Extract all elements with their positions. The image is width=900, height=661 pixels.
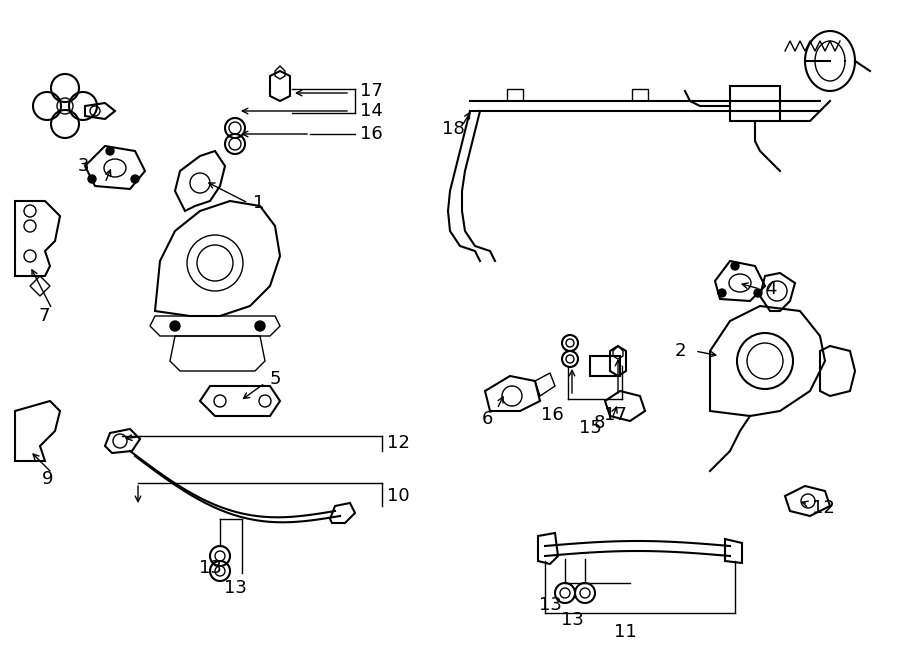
Text: 12: 12 [812, 499, 835, 517]
Text: 17: 17 [360, 82, 382, 100]
Text: 11: 11 [614, 623, 636, 641]
Circle shape [170, 321, 180, 331]
Circle shape [718, 289, 726, 297]
Circle shape [131, 175, 139, 183]
Circle shape [754, 289, 762, 297]
Circle shape [255, 321, 265, 331]
Circle shape [731, 262, 739, 270]
Text: 6: 6 [482, 410, 493, 428]
Text: 8: 8 [594, 414, 605, 432]
Circle shape [106, 147, 114, 155]
Text: 13: 13 [538, 596, 562, 614]
Text: 13: 13 [199, 559, 221, 577]
Text: 10: 10 [387, 487, 410, 505]
Text: 14: 14 [360, 102, 382, 120]
Text: 13: 13 [223, 579, 247, 597]
Text: 7: 7 [38, 307, 50, 325]
Text: 13: 13 [561, 611, 583, 629]
Text: 1: 1 [253, 194, 265, 212]
Circle shape [88, 175, 96, 183]
Text: 15: 15 [579, 419, 601, 437]
Text: 16: 16 [360, 125, 382, 143]
Text: 17: 17 [604, 406, 626, 424]
Text: 3: 3 [78, 157, 89, 175]
Text: 2: 2 [675, 342, 687, 360]
Text: 9: 9 [42, 470, 53, 488]
Text: 18: 18 [442, 120, 464, 138]
Text: 4: 4 [765, 280, 777, 298]
Text: 16: 16 [541, 406, 563, 424]
Text: 5: 5 [270, 370, 282, 388]
Text: 12: 12 [387, 434, 410, 452]
